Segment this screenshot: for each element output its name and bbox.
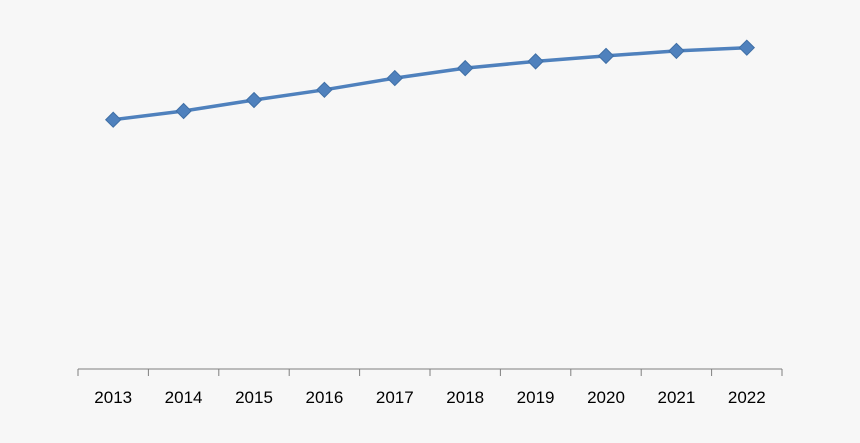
data-point-marker [527, 53, 544, 70]
data-point-marker [245, 91, 263, 109]
x-tick-label: 2021 [657, 388, 695, 407]
tick-label-layer: 2013 2014 2015 2016 2017 2018 2019 2020 2021 2022 [94, 388, 765, 407]
x-tick-label: 2018 [446, 388, 484, 407]
x-tick-label: 2013 [94, 388, 132, 407]
data-point-marker [175, 102, 192, 120]
x-tick-label: 2015 [235, 388, 273, 407]
x-tick-label: 2016 [305, 388, 343, 407]
series-line [111, 45, 749, 122]
x-tick-label: 2019 [517, 388, 555, 407]
x-tick-label: 2014 [165, 388, 203, 407]
x-axis [77, 368, 783, 376]
data-point-marker [316, 81, 333, 99]
x-tick-label: 2017 [376, 388, 414, 407]
data-point-marker [104, 111, 122, 128]
series-layer [111, 45, 749, 122]
marker-layer [104, 39, 756, 128]
x-tick-label: 2020 [587, 388, 625, 407]
data-point-marker [738, 39, 756, 56]
data-point-marker [456, 59, 474, 77]
x-tick-label: 2022 [728, 388, 766, 407]
data-point-marker [668, 42, 685, 60]
data-point-marker [386, 69, 404, 87]
data-point-marker [597, 47, 615, 65]
